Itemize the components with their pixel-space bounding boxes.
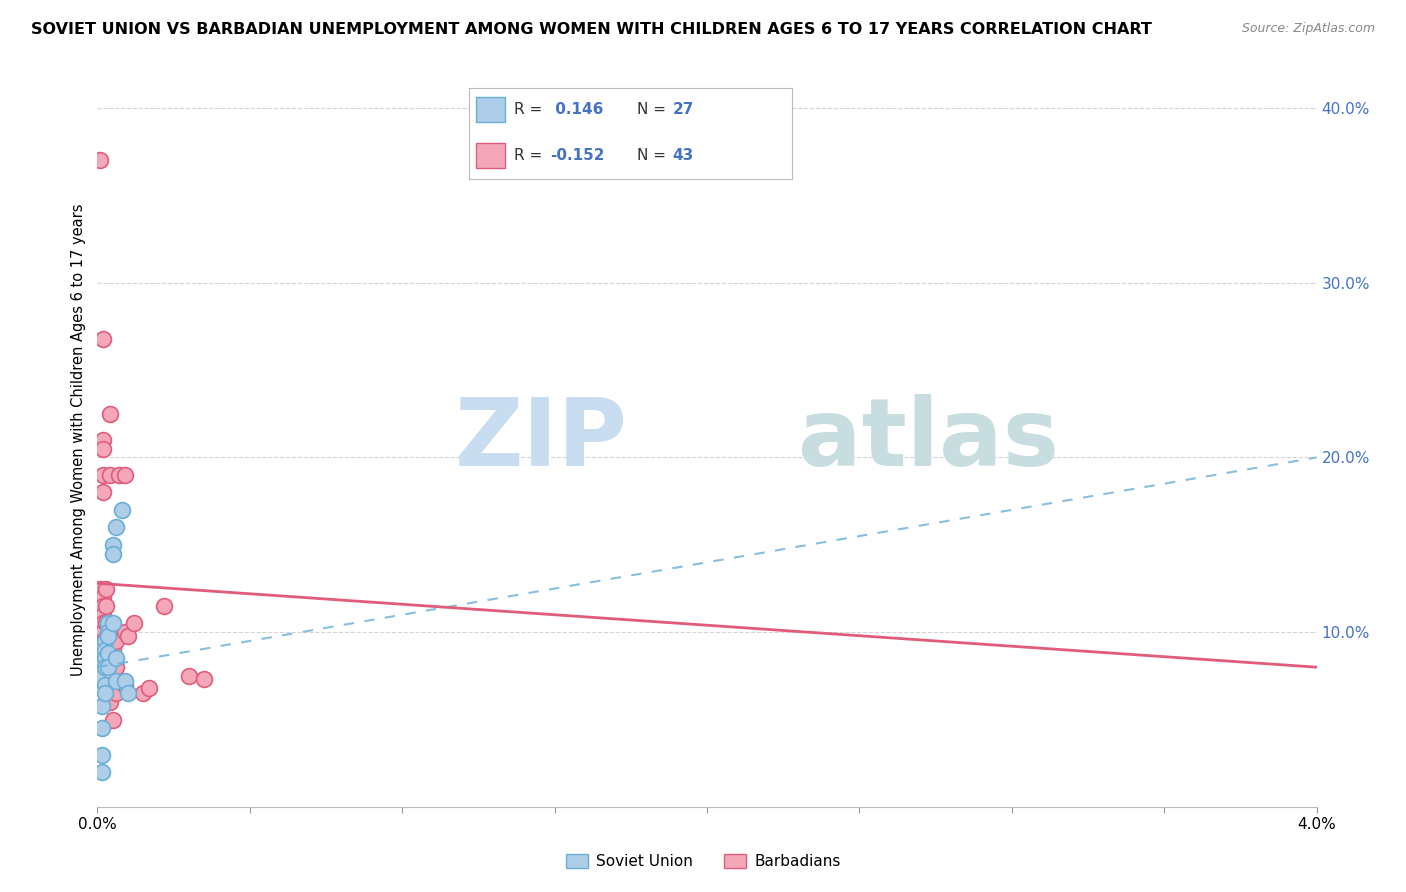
Point: [93, 485, 115, 500]
Point: [98, 616, 121, 631]
Point: [86, 669, 108, 683]
Point: [98, 695, 121, 709]
Point: [94, 686, 117, 700]
Point: [98, 467, 121, 482]
Point: [138, 681, 160, 695]
Point: [94, 660, 117, 674]
Point: [117, 629, 139, 643]
Point: [93, 332, 115, 346]
Point: [93, 467, 115, 482]
Point: [114, 678, 136, 692]
Text: atlas: atlas: [799, 394, 1059, 486]
Point: [114, 467, 136, 482]
Point: [93, 591, 115, 605]
Point: [101, 547, 124, 561]
Point: [94, 642, 117, 657]
Point: [89, 616, 111, 631]
Point: [132, 686, 155, 700]
Point: [117, 686, 139, 700]
Point: [96, 695, 118, 709]
Point: [86, 642, 108, 657]
Point: [193, 673, 215, 687]
Point: [90, 698, 112, 713]
Point: [114, 625, 136, 640]
Point: [111, 503, 134, 517]
Point: [93, 607, 115, 622]
Point: [107, 467, 129, 482]
Point: [90, 765, 112, 780]
Point: [97, 629, 120, 643]
Point: [101, 660, 124, 674]
Point: [93, 442, 115, 456]
Point: [104, 686, 127, 700]
Text: SOVIET UNION VS BARBADIAN UNEMPLOYMENT AMONG WOMEN WITH CHILDREN AGES 6 TO 17 YE: SOVIET UNION VS BARBADIAN UNEMPLOYMENT A…: [31, 22, 1152, 37]
Y-axis label: Unemployment Among Women with Children Ages 6 to 17 years: Unemployment Among Women with Children A…: [72, 203, 86, 676]
Point: [101, 713, 124, 727]
Point: [94, 651, 117, 665]
Point: [93, 433, 115, 447]
Point: [97, 625, 120, 640]
Point: [104, 674, 127, 689]
Point: [96, 678, 118, 692]
Point: [104, 651, 127, 665]
Point: [89, 599, 111, 613]
Point: [90, 722, 112, 736]
Point: [101, 538, 124, 552]
Point: [86, 660, 108, 674]
Point: [97, 616, 120, 631]
Text: ZIP: ZIP: [454, 394, 627, 486]
Point: [98, 660, 121, 674]
Point: [177, 669, 200, 683]
Point: [98, 407, 121, 421]
Point: [114, 674, 136, 689]
Point: [93, 634, 115, 648]
Point: [97, 660, 120, 674]
Point: [96, 582, 118, 596]
Point: [93, 599, 115, 613]
Point: [89, 582, 111, 596]
Point: [94, 678, 117, 692]
Point: [122, 616, 145, 631]
Text: Source: ZipAtlas.com: Source: ZipAtlas.com: [1241, 22, 1375, 36]
Legend: Soviet Union, Barbadians: Soviet Union, Barbadians: [560, 848, 846, 875]
Point: [101, 616, 124, 631]
Point: [90, 747, 112, 762]
Point: [104, 660, 127, 674]
Point: [97, 646, 120, 660]
Point: [94, 634, 117, 648]
Point: [96, 616, 118, 631]
Point: [101, 642, 124, 657]
Point: [96, 634, 118, 648]
Point: [89, 153, 111, 168]
Point: [93, 625, 115, 640]
Point: [104, 634, 127, 648]
Point: [104, 520, 127, 534]
Point: [153, 599, 176, 613]
Point: [96, 599, 118, 613]
Point: [93, 616, 115, 631]
